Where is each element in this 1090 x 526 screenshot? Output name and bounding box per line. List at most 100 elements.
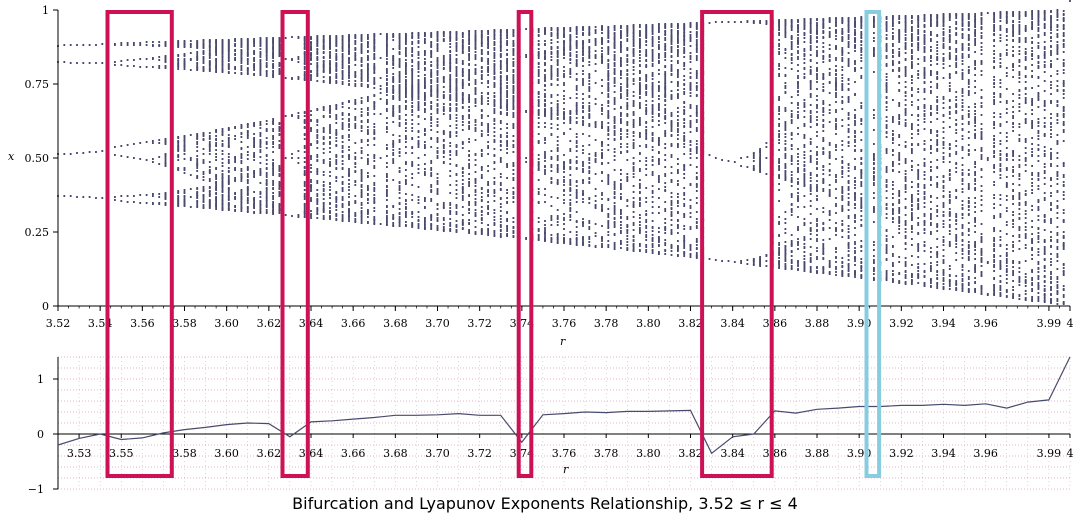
bifurcation-point	[398, 189, 401, 191]
bifurcation-point	[556, 35, 559, 37]
bifurcation-point	[208, 135, 211, 137]
bifurcation-point	[544, 165, 546, 167]
bifurcation-point	[442, 86, 445, 88]
bifurcation-point	[550, 42, 553, 44]
bifurcation-point	[626, 55, 629, 57]
bifurcation-point	[183, 146, 186, 148]
bifurcation-point	[455, 34, 458, 36]
bifurcation-point	[537, 140, 540, 142]
bifurcation-point	[556, 159, 559, 161]
bifurcation-point	[284, 115, 287, 117]
bifurcation-point	[278, 168, 281, 170]
bifurcation-point	[335, 77, 338, 79]
bifurcation-point	[449, 76, 452, 78]
bifurcation-point	[367, 126, 369, 128]
bifurcation-point	[544, 232, 546, 234]
bifurcation-point	[575, 73, 578, 75]
bifurcation-point	[240, 199, 243, 201]
bifurcation-point	[246, 197, 249, 199]
bifurcation-point	[265, 120, 268, 122]
bifurcation-point	[499, 96, 502, 98]
bifurcation-point	[272, 60, 274, 62]
bifurcation-point	[582, 84, 584, 86]
bifurcation-point	[569, 148, 572, 150]
bifurcation-point	[613, 221, 616, 223]
bifurcation-point	[461, 199, 464, 201]
bifurcation-point	[278, 43, 281, 45]
bifurcation-point	[493, 52, 496, 54]
bifurcation-point	[82, 44, 85, 46]
bifurcation-point	[335, 145, 338, 147]
bifurcation-point	[405, 100, 407, 102]
bifurcation-point	[575, 45, 578, 47]
bifurcation-point	[196, 45, 199, 47]
bifurcation-point	[449, 99, 452, 101]
bifurcation-point	[506, 69, 508, 71]
bifurcation-point	[240, 193, 243, 195]
bifurcation-point	[386, 94, 388, 96]
bifurcation-point	[449, 228, 452, 230]
bifurcation-point	[398, 74, 401, 76]
bifurcation-point	[386, 78, 388, 80]
bifurcation-point	[329, 112, 331, 114]
bifurcation-point	[246, 43, 249, 45]
bifurcation-point	[455, 62, 458, 64]
bifurcation-point	[246, 154, 249, 156]
bifurcation-point	[480, 228, 483, 230]
bifurcation-point	[563, 168, 565, 170]
bifurcation-point	[626, 248, 629, 250]
bifurcation-point	[152, 58, 154, 60]
bifurcation-point	[569, 231, 572, 233]
bifurcation-point	[348, 126, 350, 128]
bifurcation-point	[234, 44, 236, 46]
bifurcation-point	[114, 146, 116, 148]
bifurcation-point	[316, 108, 319, 110]
bifurcation-point	[499, 136, 502, 138]
bifurcation-point	[493, 234, 496, 236]
bifurcation-point	[430, 125, 433, 127]
bifurcation-point	[215, 39, 217, 41]
bifurcation-point	[632, 100, 635, 102]
bifurcation-point	[373, 67, 376, 69]
bifurcation-point	[398, 44, 401, 46]
bifurcation-point	[240, 153, 243, 155]
bifurcation-point	[272, 63, 274, 65]
bifurcation-point	[177, 142, 180, 144]
bifurcation-point	[613, 29, 616, 31]
bifurcation-point	[240, 44, 243, 46]
bifurcation-point	[493, 168, 496, 170]
bifurcation-point	[316, 193, 319, 195]
bifurcation-point	[367, 129, 369, 131]
bifurcation-point	[607, 183, 610, 185]
bifurcation-point	[582, 51, 584, 53]
bifurcation-point	[354, 55, 357, 57]
bifurcation-point	[569, 42, 572, 44]
bifurcation-point	[493, 69, 496, 71]
bifurcation-point	[455, 144, 458, 146]
bifurcation-point	[189, 44, 192, 46]
bifurcation-point	[272, 151, 274, 153]
bifurcation-point	[607, 244, 610, 246]
bifurcation-point	[278, 134, 281, 136]
bifurcation-point	[386, 166, 388, 168]
bifurcation-point	[506, 132, 508, 134]
bifurcation-point	[386, 63, 388, 65]
bifurcation-point	[424, 118, 426, 120]
bifurcation-point	[569, 68, 572, 70]
bifurcation-point	[461, 143, 464, 145]
bifurcation-point	[575, 51, 578, 53]
bifurcation-point	[575, 40, 578, 42]
bifurcation-point	[164, 159, 167, 161]
bifurcation-point	[120, 200, 123, 202]
bifurcation-point	[613, 91, 616, 93]
bifurcation-point	[278, 55, 281, 57]
bifurcation-point	[620, 113, 622, 115]
bifurcation-point	[367, 85, 369, 87]
bifurcation-point	[227, 208, 230, 210]
bifurcation-point	[424, 206, 426, 208]
bifurcation-point	[297, 61, 300, 63]
bifurcation-point	[398, 115, 401, 117]
bifurcation-point	[63, 153, 66, 155]
bifurcation-point	[569, 159, 572, 161]
bifurcation-point	[613, 65, 616, 67]
